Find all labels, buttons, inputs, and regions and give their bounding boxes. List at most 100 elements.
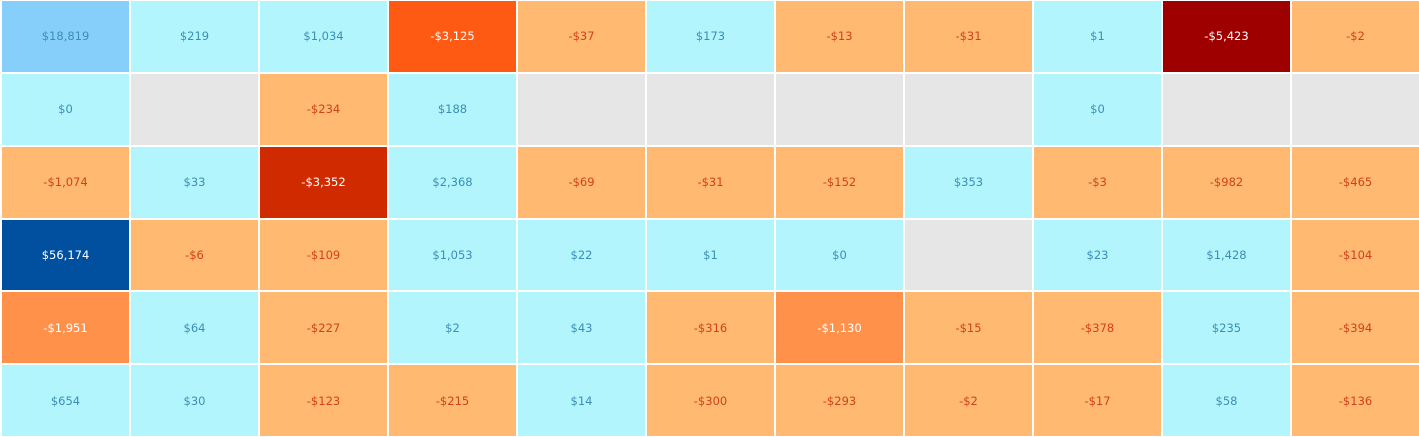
heatmap-cell-r3-c7 bbox=[905, 219, 1032, 291]
heatmap-cell-label: $23 bbox=[1086, 247, 1109, 262]
heatmap-cell-label: $0 bbox=[58, 102, 73, 117]
heatmap-cell-label: -$31 bbox=[955, 29, 982, 44]
heatmap-cell-label: $1 bbox=[703, 247, 718, 262]
heatmap-cell-label: $58 bbox=[1215, 393, 1238, 408]
heatmap-cell-r2-c0: -$1,074 bbox=[2, 146, 129, 218]
heatmap-cell-r4-c0: -$1,951 bbox=[2, 292, 129, 364]
heatmap-cell-r1-c0: $0 bbox=[2, 73, 129, 145]
heatmap-cell-label: -$465 bbox=[1338, 175, 1373, 190]
heatmap-cell-label: -$6 bbox=[185, 247, 204, 262]
heatmap-cell-label: -$234 bbox=[306, 102, 341, 117]
heatmap-cell-label: -$37 bbox=[568, 29, 595, 44]
heatmap-cell-r0-c0: $18,819 bbox=[2, 1, 129, 72]
heatmap-cell-r5-c0: $654 bbox=[2, 365, 129, 436]
heatmap-cell-label: -$3,125 bbox=[430, 29, 475, 44]
heatmap-cell-r5-c4: $14 bbox=[518, 365, 645, 436]
heatmap-cell-r1-c9 bbox=[1163, 73, 1290, 145]
heatmap-cell-r2-c10: -$465 bbox=[1292, 146, 1419, 218]
heatmap-cell-r4-c5: -$316 bbox=[647, 292, 774, 364]
heatmap-cell-r2-c6: -$152 bbox=[776, 146, 903, 218]
heatmap-cell-r0-c2: $1,034 bbox=[260, 1, 387, 72]
heatmap-cell-r1-c6 bbox=[776, 73, 903, 145]
heatmap-cell-label: -$293 bbox=[822, 393, 857, 408]
heatmap-cell-r0-c3: -$3,125 bbox=[389, 1, 516, 72]
heatmap-cell-label: $654 bbox=[50, 393, 81, 408]
heatmap-cell-r5-c6: -$293 bbox=[776, 365, 903, 436]
heatmap-cell-label: $219 bbox=[179, 29, 210, 44]
heatmap-cell-r2-c2: -$3,352 bbox=[260, 146, 387, 218]
heatmap-cell-label: -$2 bbox=[959, 393, 978, 408]
heatmap-cell-r5-c2: -$123 bbox=[260, 365, 387, 436]
heatmap-cell-label: -$316 bbox=[693, 320, 728, 335]
heatmap-cell-r2-c7: $353 bbox=[905, 146, 1032, 218]
heatmap-cell-label: $30 bbox=[183, 393, 206, 408]
heatmap-cell-r5-c8: -$17 bbox=[1034, 365, 1161, 436]
heatmap-cell-label: -$13 bbox=[826, 29, 853, 44]
heatmap-cell-label: $14 bbox=[570, 393, 593, 408]
heatmap-cell-r4-c10: -$394 bbox=[1292, 292, 1419, 364]
heatmap-cell-r3-c4: $22 bbox=[518, 219, 645, 291]
heatmap-cell-label: -$17 bbox=[1084, 393, 1111, 408]
heatmap-cell-r0-c4: -$37 bbox=[518, 1, 645, 72]
heatmap-cell-r5-c3: -$215 bbox=[389, 365, 516, 436]
heatmap-cell-label: $235 bbox=[1211, 320, 1242, 335]
heatmap-cell-label: $2,368 bbox=[432, 175, 473, 190]
heatmap-cell-r1-c8: $0 bbox=[1034, 73, 1161, 145]
heatmap-cell-label: $18,819 bbox=[41, 29, 90, 44]
heatmap-cell-label: -$3 bbox=[1088, 175, 1107, 190]
heatmap-cell-label: -$2 bbox=[1346, 29, 1365, 44]
heatmap-cell-label: -$5,423 bbox=[1204, 29, 1249, 44]
heatmap-cell-r5-c1: $30 bbox=[131, 365, 258, 436]
heatmap-cell-r3-c0: $56,174 bbox=[2, 219, 129, 291]
heatmap-cell-r0-c8: $1 bbox=[1034, 1, 1161, 72]
heatmap-cell-r1-c7 bbox=[905, 73, 1032, 145]
heatmap-cell-r0-c7: -$31 bbox=[905, 1, 1032, 72]
heatmap-cell-r0-c9: -$5,423 bbox=[1163, 1, 1290, 72]
heatmap-cell-label: $173 bbox=[695, 29, 726, 44]
heatmap-cell-r4-c9: $235 bbox=[1163, 292, 1290, 364]
heatmap-cell-label: $1,428 bbox=[1206, 247, 1247, 262]
heatmap-cell-label: -$300 bbox=[693, 393, 728, 408]
heatmap-cell-label: $1 bbox=[1090, 29, 1105, 44]
heatmap-cell-r2-c8: -$3 bbox=[1034, 146, 1161, 218]
heatmap-cell-r0-c10: -$2 bbox=[1292, 1, 1419, 72]
heatmap-cell-r1-c5 bbox=[647, 73, 774, 145]
heatmap-cell-r2-c9: -$982 bbox=[1163, 146, 1290, 218]
heatmap-cell-label: $64 bbox=[183, 320, 206, 335]
heatmap-cell-label: -$394 bbox=[1338, 320, 1373, 335]
heatmap-cell-label: -$123 bbox=[306, 393, 341, 408]
heatmap-cell-r4-c8: -$378 bbox=[1034, 292, 1161, 364]
heatmap-cell-r4-c4: $43 bbox=[518, 292, 645, 364]
heatmap-cell-label: -$378 bbox=[1080, 320, 1115, 335]
heatmap-cell-label: $0 bbox=[832, 247, 847, 262]
heatmap-cell-r4-c3: $2 bbox=[389, 292, 516, 364]
heatmap-cell-label: -$215 bbox=[435, 393, 470, 408]
heatmap-cell-r1-c3: $188 bbox=[389, 73, 516, 145]
heatmap-cell-label: -$31 bbox=[697, 175, 724, 190]
heatmap-cell-label: -$104 bbox=[1338, 247, 1373, 262]
heatmap-cell-label: -$227 bbox=[306, 320, 341, 335]
heatmap-cell-r5-c9: $58 bbox=[1163, 365, 1290, 436]
heatmap-cell-r5-c7: -$2 bbox=[905, 365, 1032, 436]
heatmap-cell-label: $2 bbox=[445, 320, 460, 335]
heatmap-cell-r3-c8: $23 bbox=[1034, 219, 1161, 291]
heatmap-cell-label: $22 bbox=[570, 247, 593, 262]
heatmap-cell-r1-c2: -$234 bbox=[260, 73, 387, 145]
heatmap-cell-r0-c1: $219 bbox=[131, 1, 258, 72]
heatmap-cell-r3-c6: $0 bbox=[776, 219, 903, 291]
heatmap-cell-r2-c3: $2,368 bbox=[389, 146, 516, 218]
heatmap-cell-r4-c7: -$15 bbox=[905, 292, 1032, 364]
heatmap-cell-label: -$69 bbox=[568, 175, 595, 190]
heatmap-cell-r4-c2: -$227 bbox=[260, 292, 387, 364]
heatmap-cell-label: $43 bbox=[570, 320, 593, 335]
heatmap-cell-label: -$1,074 bbox=[43, 175, 88, 190]
heatmap-cell-r2-c5: -$31 bbox=[647, 146, 774, 218]
heatmap-cell-r1-c10 bbox=[1292, 73, 1419, 145]
heatmap-cell-label: -$15 bbox=[955, 320, 982, 335]
heatmap-cell-label: -$152 bbox=[822, 175, 857, 190]
heatmap-cell-label: $1,053 bbox=[432, 247, 473, 262]
heatmap-cell-r5-c10: -$136 bbox=[1292, 365, 1419, 436]
heatmap-cell-r3-c1: -$6 bbox=[131, 219, 258, 291]
heatmap-cell-r1-c1 bbox=[131, 73, 258, 145]
